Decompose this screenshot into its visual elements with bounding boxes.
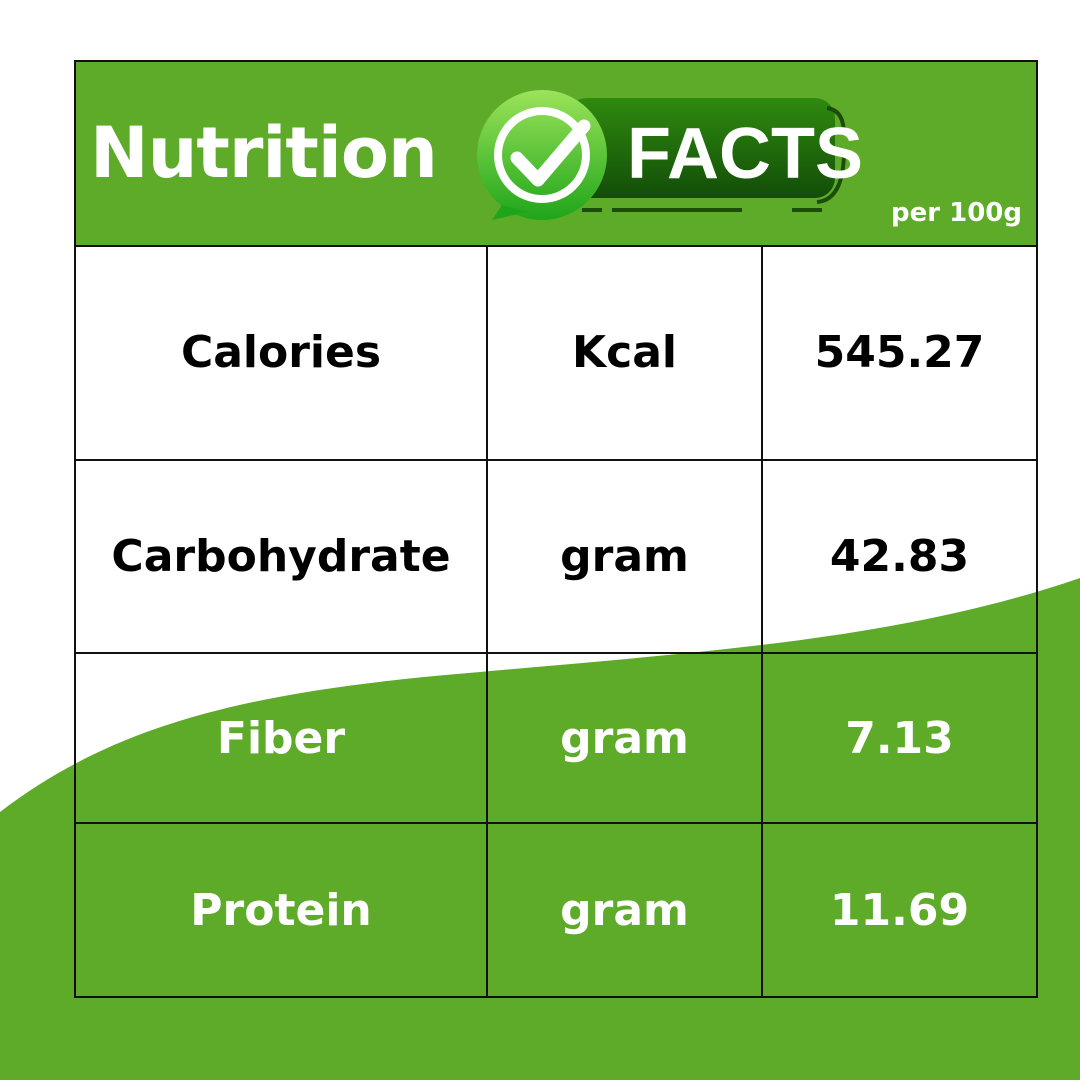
nutrient-name: Carbohydrate <box>76 461 488 654</box>
nutrient-name: Calories <box>76 245 488 461</box>
table-header: Nutrition FACTS per 100g <box>76 62 1036 247</box>
nutrient-value: 42.83 <box>763 461 1036 654</box>
nutrient-unit: gram <box>488 654 763 824</box>
nutrient-unit: gram <box>488 461 763 654</box>
badge-text: FACTS <box>627 114 863 194</box>
nutrient-name: Fiber <box>76 654 488 824</box>
nutrient-value: 545.27 <box>763 245 1036 461</box>
nutrient-value: 11.69 <box>829 884 970 936</box>
check-circle-icon <box>477 90 607 220</box>
facts-badge: FACTS <box>477 90 863 220</box>
nutrient-value: 7.13 <box>763 654 1036 824</box>
nutrient-name: Protein <box>76 824 488 996</box>
nutrient-rows: Calories Kcal 545.27 Carbohydrate gram 4… <box>76 245 1036 996</box>
nutrient-unit: gram <box>488 824 763 996</box>
serving-size: per 100g <box>890 198 1022 228</box>
nutrition-table: Nutrition FACTS per 100g Calories Kcal 5… <box>74 60 1038 998</box>
nutrient-unit: Kcal <box>488 245 763 461</box>
title: Nutrition <box>90 112 438 194</box>
